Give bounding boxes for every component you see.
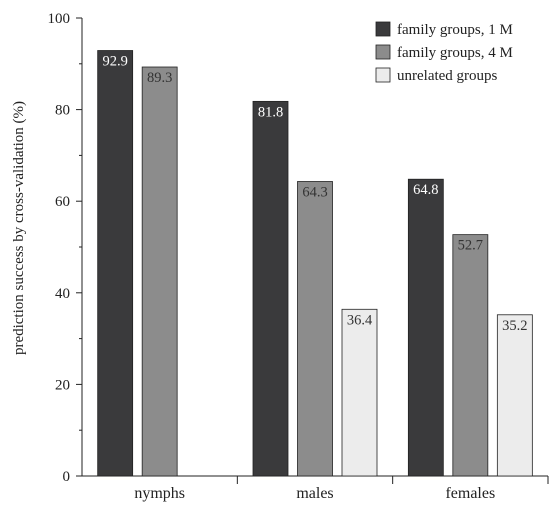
y-tick-label: 20 (55, 377, 70, 393)
x-ticks: nymphs males females (134, 476, 549, 502)
legend-label: family groups, 1 M (397, 22, 513, 38)
x-category-label: males (296, 485, 333, 502)
bar-value-label: 64.3 (302, 185, 327, 201)
y-tick-label: 100 (48, 11, 71, 27)
bar-value-label: 89.3 (147, 70, 172, 86)
bar (97, 50, 134, 477)
bar-value-label: 35.2 (502, 318, 527, 334)
y-tick-label: 60 (55, 194, 70, 210)
bar (452, 234, 489, 477)
bar (496, 314, 533, 477)
legend-label: unrelated groups (397, 68, 498, 84)
bar-value-label: 52.7 (458, 238, 483, 254)
y-tick-label: 40 (55, 286, 70, 302)
y-tick-label: 0 (63, 469, 71, 485)
legend-swatch (375, 67, 391, 83)
legend-swatch (375, 21, 391, 37)
bar-value-label: 81.8 (258, 104, 283, 120)
bar (407, 178, 444, 477)
legend: family groups, 1 M family groups, 4 M unre… (375, 21, 513, 84)
x-category-label: nymphs (134, 485, 185, 502)
bar (341, 308, 378, 477)
bar (297, 181, 333, 477)
bar-value-label: 36.4 (347, 312, 373, 328)
x-category-label: females (445, 485, 495, 502)
bar-value-label: 64.8 (413, 182, 438, 198)
y-ticks: 0 20 40 60 80 100 (48, 11, 82, 485)
y-axis-title: prediction success by cross-validation (… (11, 101, 27, 355)
y-tick-label: 80 (55, 103, 70, 119)
bar (141, 66, 178, 477)
legend-swatch (375, 44, 391, 60)
bar-labels: 92.9 81.8 64.8 89.3 64.3 52.7 36.4 35.2 (102, 54, 527, 334)
legend-label: family groups, 4 M (397, 45, 513, 61)
bars (97, 50, 533, 477)
bar (252, 100, 289, 477)
bar-value-label: 92.9 (102, 54, 127, 70)
